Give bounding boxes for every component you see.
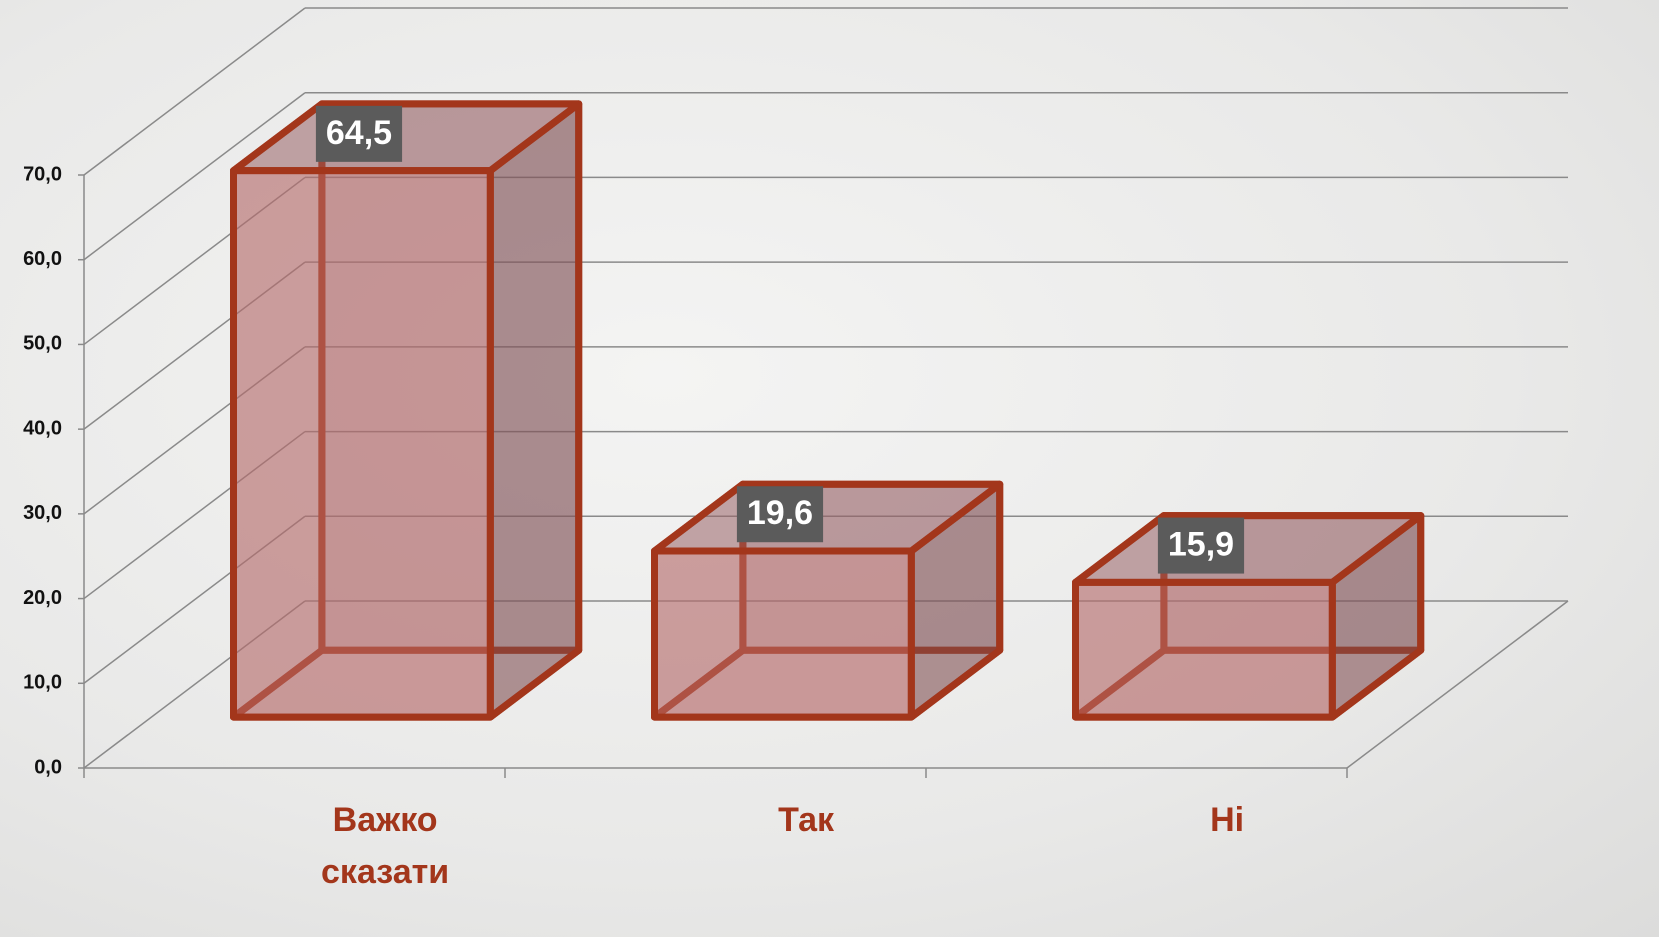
y-tick-label: 10,0: [23, 672, 62, 694]
bar-face: [230, 167, 494, 721]
value-label: 15,9: [1157, 517, 1245, 574]
bar-face: [651, 547, 915, 721]
y-tick-label: 0,0: [34, 756, 62, 778]
value-label-text: 19,6: [747, 494, 813, 532]
side-grid-line: [83, 7, 306, 176]
value-label: 64,5: [315, 105, 403, 162]
bar-face: [486, 100, 583, 721]
value-label-box: [315, 105, 403, 162]
y-tick-label: 60,0: [23, 248, 62, 270]
y-tick-label: 50,0: [23, 333, 62, 355]
x-tick-label: Ні: [1210, 801, 1245, 839]
value-label: 19,6: [736, 486, 824, 543]
y-tick-label: 70,0: [23, 163, 62, 185]
floor-edge: [1346, 600, 1569, 769]
y-tick-label: 40,0: [23, 417, 62, 439]
value-label-box: [1157, 517, 1245, 574]
x-tick-label: Так: [778, 801, 835, 839]
bar: [230, 100, 583, 721]
side-grid-line: [83, 92, 306, 261]
bar-face: [1072, 578, 1336, 721]
bar: [651, 480, 1004, 721]
y-tick-label: 30,0: [23, 502, 62, 524]
bar: [1072, 512, 1425, 721]
y-tick-label: 20,0: [23, 587, 62, 609]
x-tick-label: Важко сказати: [321, 801, 450, 891]
value-label-text: 64,5: [326, 114, 392, 152]
value-label-text: 15,9: [1168, 526, 1234, 564]
value-label-box: [736, 486, 824, 543]
